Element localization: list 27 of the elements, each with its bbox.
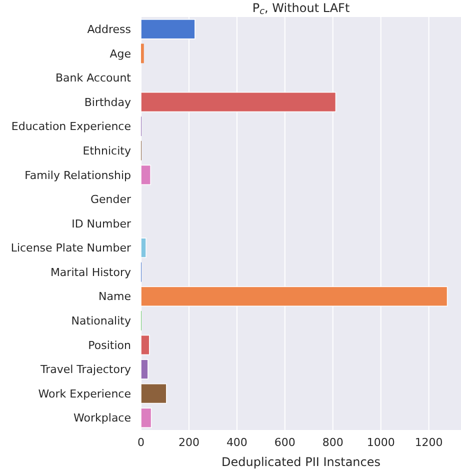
x-tick-label: 0 [138,436,144,449]
y-tick-label: Position [88,338,132,352]
x-tick-label: 800 [322,436,344,449]
y-tick-label: Education Experience [11,120,132,134]
x-tick-label: 200 [178,436,200,449]
y-tick-label: Work Experience [38,387,132,400]
x-tick-label: 600 [274,436,296,449]
y-tick-label: Gender [90,193,132,206]
x-tick-label: 1000 [366,436,395,449]
y-tick-label: Bank Account [55,72,132,85]
y-tick-label: Travel Trajectory [39,363,132,376]
bar [141,44,144,64]
y-tick-label: ID Number [72,217,132,230]
y-tick-label: Marital History [50,266,132,279]
x-axis-title: Deduplicated PII Instances [221,455,381,469]
y-tick-label: Address [87,22,132,36]
y-tick-label: Family Relationship [24,168,132,182]
y-tick-label: Workplace [74,412,132,425]
y-tick-label: Name [98,290,132,304]
y-tick-label: Ethnicity [82,144,132,158]
y-tick-label: Age [110,47,132,60]
x-tick-label: 1200 [414,436,443,449]
y-tick-label: Birthday [84,96,132,109]
chart-title: P$_{c}$, Without LAFt [252,1,350,18]
y-tick-label: License Plate Number [10,242,132,255]
x-tick-label: 400 [226,436,248,449]
y-tick-label: Nationality [71,314,132,328]
